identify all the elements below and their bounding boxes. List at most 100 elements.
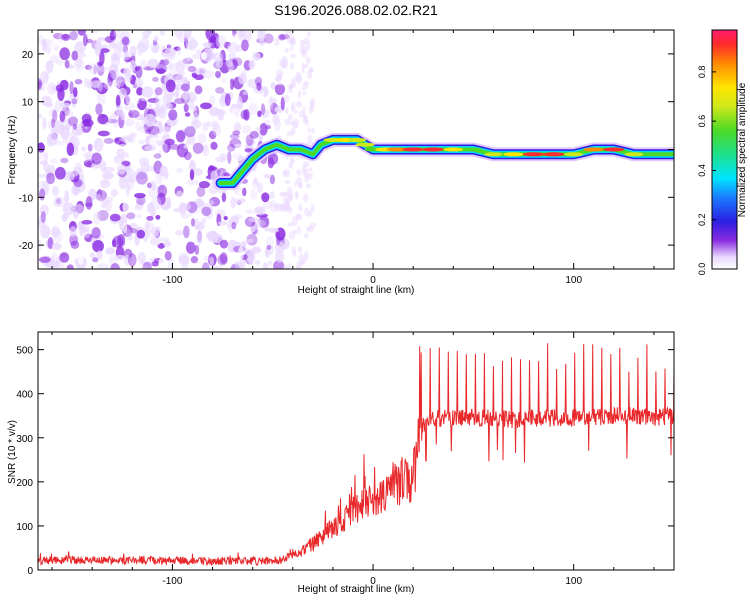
colorbar-ticks: 0.0 0.2 0.4 0.6 0.8 — [697, 66, 716, 276]
spectrogram-noise-blob — [117, 143, 127, 150]
spectrogram-noise-blob — [48, 118, 57, 131]
colorbar-scale — [711, 29, 738, 270]
spectrogram-noise-blob — [51, 39, 58, 48]
spectrogram-noise-blob — [103, 138, 114, 144]
spectrogram-noise-blob — [40, 224, 51, 239]
spectrogram-noise-blob — [274, 75, 282, 82]
spectrogram-noise-blob — [225, 58, 234, 68]
spectrogram-noise-blob — [186, 56, 192, 61]
spectrogram-trace-peak — [355, 142, 375, 147]
spectrogram-noise-blob — [163, 241, 172, 248]
spectrogram-noise-blob — [243, 30, 252, 42]
spectrogram-noise-blob — [45, 60, 54, 74]
spectrogram-noise-blob — [134, 78, 144, 87]
spectrogram-noise-blob — [227, 151, 232, 164]
spectrogram-noise-blob — [125, 227, 138, 234]
spectrogram-noise-blob — [212, 123, 222, 136]
spectrogram-noise-blob — [224, 93, 231, 107]
spectrogram-noise-blob — [126, 212, 136, 220]
spectrogram-noise-blob — [297, 182, 302, 188]
spectrogram-noise-blob — [123, 136, 134, 142]
spectrogram-noise-blob — [290, 53, 296, 59]
spectrogram-noise-blob — [159, 30, 166, 36]
spectrogram-noise-blob — [284, 47, 289, 54]
spectrogram-noise-blob — [287, 113, 293, 121]
spectrogram-x-tick-label: -100 — [162, 275, 182, 286]
spectrogram-noise-blob — [176, 190, 184, 199]
spectrogram-noise-blob — [254, 260, 261, 265]
spectrogram-noise-blob — [103, 166, 115, 173]
spectrogram-noise-blob — [43, 151, 49, 163]
spectrogram-noise-blob — [40, 211, 46, 223]
spectrogram-noise-blob — [92, 30, 99, 34]
spectrogram-noise-blob — [254, 209, 266, 216]
spectrogram-noise-blob — [195, 233, 203, 246]
spectrogram-noise-blob — [233, 122, 242, 133]
spectrogram-noise-blob — [38, 188, 46, 201]
spectrogram-noise-blob — [93, 137, 104, 152]
snr-series-layer — [38, 343, 674, 567]
spectrogram-noise-blob — [164, 48, 177, 57]
spectrogram-noise-blob — [198, 181, 211, 189]
spectrogram-noise-blob — [109, 30, 117, 41]
spectrogram-y-tick-label: 0 — [27, 146, 33, 157]
spectrogram-noise-blob — [289, 35, 296, 45]
spectrogram-noise-blob — [241, 39, 249, 52]
spectrogram-noise-blob — [221, 121, 230, 135]
colorbar: 0.0 0.2 0.4 0.6 0.8 Normalized spectral ampl… — [697, 29, 748, 276]
spectrogram-noise-blob — [145, 220, 151, 231]
spectrogram-noise-blob — [209, 107, 220, 117]
spectrogram-noise-blob — [122, 222, 128, 234]
spectrogram-noise-blob — [241, 124, 252, 134]
spectrogram-noise-blob — [260, 103, 266, 116]
spectrogram-noise-blob — [128, 109, 133, 118]
spectrogram-noise-blob — [194, 222, 205, 231]
spectrogram-noise-blob — [69, 226, 77, 238]
spectrogram-noise-blob — [53, 32, 64, 40]
spectrogram-noise-blob — [73, 204, 85, 214]
spectrogram-noise-blob — [93, 64, 98, 75]
spectrogram-noise-blob — [88, 63, 101, 75]
spectrogram-noise-blob — [231, 103, 239, 109]
spectrogram-noise-blob — [305, 56, 312, 64]
spectrogram-noise-blob — [82, 118, 94, 128]
spectrogram-noise-blob — [299, 40, 306, 46]
spectrogram-noise-blob — [103, 81, 113, 90]
spectrogram-noise-blob — [55, 59, 64, 66]
spectrogram-noise-blob — [306, 227, 310, 232]
spectrogram-noise-blob — [310, 127, 316, 134]
spectrogram-noise-blob — [125, 182, 131, 197]
spectrogram-noise-blob — [51, 226, 61, 238]
spectrogram-noise-blob — [39, 160, 48, 166]
snr-line — [38, 343, 674, 567]
spectrogram-noise-blob — [223, 215, 228, 221]
spectrogram-noise-blob — [166, 196, 171, 209]
snr-panel: -100 0 100 0 100 200 300 400 500 Height of strai… — [7, 331, 675, 595]
spectrogram-noise-blob — [153, 153, 162, 159]
spectrogram-noise-blob — [38, 256, 51, 263]
spectrogram-noise-blob — [45, 172, 56, 185]
spectrogram-noise-blob — [255, 127, 262, 132]
spectrogram-trace-peak — [603, 147, 625, 152]
spectrogram-noise-blob — [155, 97, 162, 107]
spectrogram-noise-blob — [298, 110, 305, 118]
spectrogram-noise-blob — [90, 80, 101, 89]
spectrogram-noise-blob — [55, 60, 67, 70]
spectrogram-noise-blob — [268, 216, 276, 226]
spectrogram-noise-blob — [297, 246, 303, 254]
spectrogram-noise-blob — [288, 230, 296, 240]
spectrogram-noise-blob — [51, 185, 59, 197]
spectrogram-noise-blob — [105, 247, 115, 255]
spectrogram-noise-blob — [302, 90, 307, 96]
spectrogram-noise-blob — [39, 204, 49, 217]
spectrogram-noise-blob — [183, 144, 195, 150]
spectrogram-noise-blob — [305, 41, 311, 52]
spectrogram-noise-blob — [185, 241, 196, 254]
colorbar-tick-label: 0.0 — [697, 263, 707, 276]
spectrogram-noise-blob — [247, 259, 255, 265]
spectrogram-noise-blob — [228, 44, 236, 53]
spectrogram-noise-blob — [59, 110, 66, 123]
spectrogram-noise-blob — [127, 253, 137, 267]
spectrogram-noise-blob — [262, 262, 269, 269]
spectrogram-noise-blob — [252, 52, 261, 61]
